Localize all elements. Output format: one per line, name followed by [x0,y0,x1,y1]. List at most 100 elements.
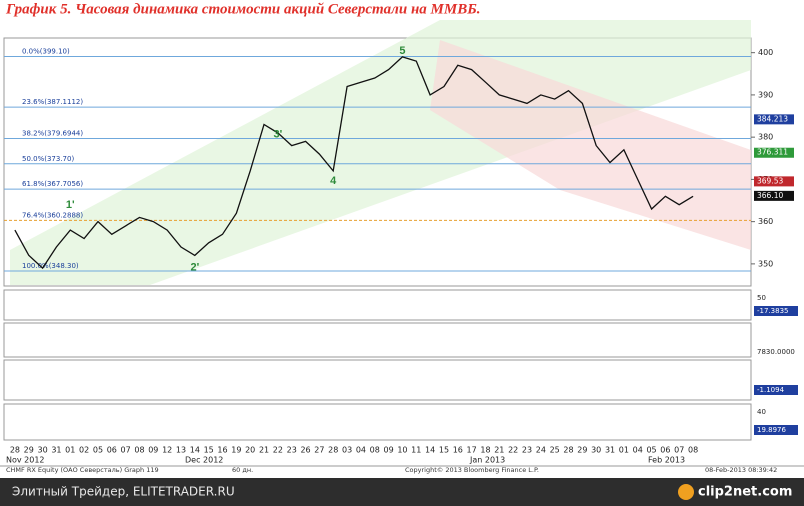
wave-label: 1' [66,199,75,211]
x-tick-label: 25 [550,446,560,455]
watermark: clip2net.com [698,485,792,500]
x-tick-label: 11 [411,446,421,455]
x-tick-label: 01 [619,446,629,455]
x-tick-label: 17 [467,446,477,455]
x-tick-label: 04 [633,446,643,455]
x-tick-label: 29 [577,446,587,455]
chart-title: График 5. Часовая динамика стоимости акц… [5,1,481,17]
footer-text: 08-Feb-2013 08:39:42 [705,466,777,474]
down-channel [430,40,751,250]
x-tick-label: 12 [162,446,172,455]
x-tick-label: 07 [121,446,131,455]
panel-label: 7830.0000 [757,348,795,356]
month-label: Nov 2012 [6,456,45,465]
x-tick-label: 27 [314,446,324,455]
wave-label: 5 [399,45,405,57]
x-tick-label: 21 [494,446,504,455]
x-tick-label: 30 [591,446,601,455]
x-tick-label: 22 [508,446,518,455]
footer-text: CHMF RX Equity (ОАО Северсталь) Graph 11… [6,466,159,474]
month-label: Jan 2013 [469,456,505,465]
x-tick-label: 04 [356,446,366,455]
x-tick-label: 09 [148,446,158,455]
x-tick-label: 16 [453,446,463,455]
price-tag [754,190,794,201]
x-tick-label: 09 [384,446,394,455]
fib-label: 50.0%(373.70) [22,155,74,163]
fib-label: 23.6%(387.1112) [22,98,83,106]
indicator-panel [3,403,752,441]
y-tick-label: 360 [758,217,773,226]
panel-tag [754,385,798,395]
x-tick-label: 14 [425,446,435,455]
panel-label: 50 [757,294,766,302]
indicator-panel [3,289,752,321]
bottom-bar [0,478,804,506]
x-tick-label: 29 [24,446,34,455]
panel-label: -17.3835 [757,307,788,315]
panel-label: 40 [757,408,766,416]
x-tick-label: 05 [93,446,103,455]
x-tick-label: 16 [217,446,227,455]
credit: Элитный Трейдер, ELITETRADER.RU [12,485,235,499]
price-tag [754,147,794,158]
x-tick-label: 31 [605,446,615,455]
x-tick-label: 30 [38,446,48,455]
x-tick-label: 14 [190,446,200,455]
x-tick-label: 23 [287,446,297,455]
x-tick-label: 18 [480,446,490,455]
wave-label: 3' [274,128,283,140]
x-tick-label: 06 [660,446,670,455]
indicator-panel [3,359,752,401]
price-tag-label: 376.311 [757,148,788,157]
x-tick-label: 28 [10,446,20,455]
fib-label: 100.0%(348.30) [22,262,79,270]
x-tick-label: 28 [563,446,573,455]
panel-tag [754,407,798,417]
x-tick-label: 03 [342,446,352,455]
wave-label: 4 [330,175,337,187]
price-tag-label: 366.10 [757,191,783,200]
x-tick-label: 15 [204,446,214,455]
x-tick-label: 31 [51,446,61,455]
price-tag-label: 384.213 [757,114,788,123]
x-tick-label: 15 [439,446,449,455]
panel-label: -1.1094 [757,386,785,394]
panel-label: 19.8976 [757,426,786,434]
x-tick-label: 19 [231,446,241,455]
wave-label: 2' [190,261,199,273]
panel-tag [754,293,798,303]
x-tick-label: 08 [370,446,380,455]
x-tick-label: 07 [674,446,684,455]
y-tick-label: 400 [758,48,773,57]
footer-text: Copyright© 2013 Bloomberg Finance L.P. [405,466,539,474]
fib-label: 61.8%(367.7056) [22,180,83,188]
x-tick-label: 13 [176,446,186,455]
month-label: Dec 2012 [185,456,223,465]
price-line [14,56,694,270]
x-tick-label: 26 [300,446,310,455]
panel-tag [754,425,798,435]
x-tick-label: 08 [688,446,698,455]
fib-label: 76.4%(360.2888) [22,211,83,219]
panel-tag [754,347,798,357]
month-label: Feb 2013 [648,456,685,465]
y-tick-label: 380 [758,133,773,142]
x-tick-label: 23 [522,446,532,455]
price-tag [754,114,794,125]
x-tick-label: 10 [397,446,407,455]
x-tick-label: 20 [245,446,255,455]
x-tick-label: 24 [536,446,546,455]
logo-icon [678,484,694,500]
y-tick-label: 390 [758,90,773,99]
x-tick-label: 28 [328,446,338,455]
y-tick-label: 350 [758,259,773,268]
fib-label: 0.0%(399.10) [22,47,70,55]
x-tick-label: 21 [259,446,269,455]
x-tick-label: 01 [65,446,75,455]
x-tick-label: 22 [273,446,283,455]
x-tick-label: 08 [134,446,144,455]
x-tick-label: 06 [107,446,117,455]
fib-label: 38.2%(379.6944) [22,129,83,137]
